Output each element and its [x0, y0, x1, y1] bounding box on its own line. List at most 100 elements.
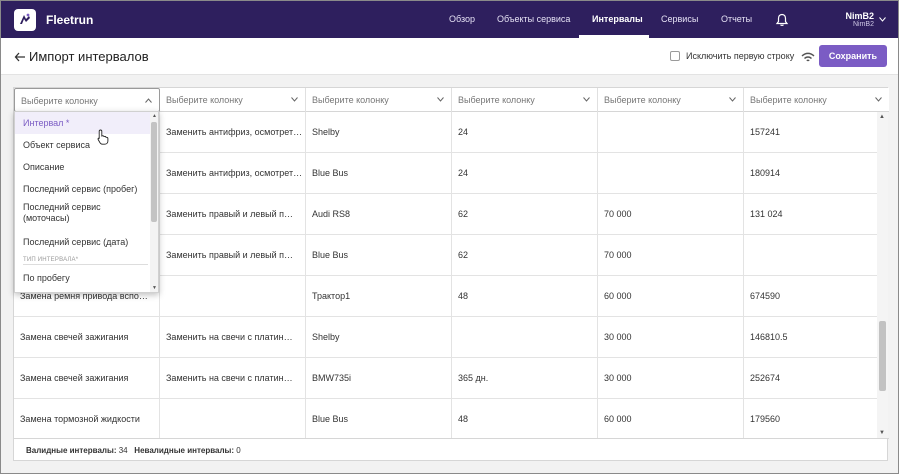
table-cell [598, 112, 744, 153]
chevron-down-icon [291, 97, 298, 102]
table-footer: Валидные интервалы: 34 Невалидные интерв… [14, 438, 889, 462]
table-cell: Shelby [306, 317, 452, 358]
table-row: Замена тормозных колодокЗаменить правый … [14, 194, 877, 235]
save-button[interactable]: Сохранить [819, 45, 887, 67]
chevron-down-icon [583, 97, 590, 102]
column-select-1[interactable]: Выберите колонку [14, 88, 160, 112]
user-menu-chevron-icon[interactable] [879, 17, 886, 22]
table-cell: Замена ремня привода вспо… [14, 276, 160, 317]
table-row: Замена свечей зажигания Заменить на свечи… [14, 358, 877, 399]
chevron-down-icon [729, 97, 736, 102]
table-cell: Заменить антифриз, осмотреть… [160, 112, 306, 153]
table-cell: 62 [452, 194, 598, 235]
table-cell: 674590 [750, 291, 781, 301]
exclude-first-row-checkbox[interactable] [670, 51, 680, 61]
user-name[interactable]: NimB2 [845, 11, 874, 21]
table-cell: 30 000 [598, 317, 744, 358]
table-cell: 365 дн. [452, 358, 598, 399]
table-cell: Заменить на свечи с платин… [160, 358, 306, 399]
nav-service-objects[interactable]: Объекты сервиса [497, 14, 571, 24]
column-select-6[interactable]: Выберите колонку [744, 88, 889, 112]
column-select-label: Выберите колонку [750, 95, 827, 105]
dropdown-scroll-down-icon[interactable]: ▼ [152, 285, 157, 291]
bell-icon[interactable] [775, 13, 789, 27]
scroll-up-icon[interactable]: ▲ [879, 114, 885, 120]
table-cell: Blue Bus [306, 153, 452, 194]
dropdown-scrollbar-thumb[interactable] [151, 122, 157, 222]
table-cell [160, 276, 306, 317]
nav-services[interactable]: Сервисы [661, 14, 699, 24]
fleetrun-logo-icon[interactable] [14, 9, 36, 31]
column-select-label: Выберите колонку [21, 96, 98, 106]
table-cell [598, 153, 744, 194]
table-row: Замена тормозной жидкости Blue Bus 48 60 00… [14, 399, 877, 438]
scrollbar-thumb[interactable] [879, 321, 886, 391]
nav-reports[interactable]: Отчеты [721, 14, 753, 24]
hand-pointer-icon [97, 129, 109, 145]
dropdown-scrollbar[interactable]: ▲ ▼ [150, 112, 158, 292]
dropdown-option-by-mileage[interactable]: По пробегу [23, 273, 70, 283]
active-nav-indicator [579, 35, 649, 38]
nav-intervals[interactable]: Интервалы [592, 14, 643, 24]
table-cell: Заменить на свечи с платин… [160, 317, 306, 358]
content-area: Выберите колонку Выберите колонку Выбери… [1, 75, 898, 473]
dropdown-option-interval[interactable]: Интервал * [15, 112, 150, 134]
table-cell [452, 317, 598, 358]
table-cell: 180914 [750, 168, 781, 178]
table-cell: Замена свечей зажигания [14, 358, 160, 399]
brand-name[interactable]: Fleetrun [46, 13, 94, 27]
table-row: Замена тормозных колодокЗаменить правый … [14, 235, 877, 276]
table-cell [744, 235, 877, 276]
page-title: Импорт интервалов [29, 49, 149, 64]
chevron-down-icon [437, 97, 444, 102]
dropdown-option-last-service-hours[interactable]: Последний сервис (моточасы) [23, 202, 101, 223]
page-header: Импорт интервалов Исключить первую строк… [1, 38, 898, 75]
column-select-label: Выберите колонку [458, 95, 535, 105]
table-cell: Замена тормозной жидкости [14, 399, 160, 438]
dropdown-option-service-object[interactable]: Объект сервиса [23, 140, 90, 150]
column-select-3[interactable]: Выберите колонку [306, 88, 452, 112]
dropdown-option-description[interactable]: Описание [23, 162, 65, 172]
table-cell: BMW735i [306, 358, 452, 399]
table-cell: 70 000 [598, 235, 744, 276]
table-cell: Заменить антифриз, осмотреть… [160, 153, 306, 194]
table-cell: Shelby [306, 112, 452, 153]
table-row: Замена ремня привода вспо… Трактор1 48 60 0… [14, 276, 877, 317]
scroll-down-icon[interactable]: ▼ [879, 430, 885, 436]
table-row: Замена антифризаЗаменить антифриз, осмот… [14, 112, 877, 153]
dropdown-option-last-service-mileage[interactable]: Последний сервис (пробег) [23, 184, 138, 194]
column-select-4[interactable]: Выберите колонку [452, 88, 598, 112]
connection-icon[interactable] [801, 51, 815, 63]
table-header-row: Выберите колонку Выберите колонку Выбери… [14, 88, 889, 112]
table-cell: 48 [452, 276, 598, 317]
column-select-label: Выберите колонку [604, 95, 681, 105]
table-cell: 48 [452, 399, 598, 438]
table-cell: Замена антифриза [14, 112, 160, 153]
table-cell: 60 000 [598, 276, 744, 317]
dropdown-scroll-up-icon[interactable]: ▲ [152, 113, 157, 119]
dropdown-section-label: ТИП ИНТЕРВАЛА* [23, 257, 79, 263]
dropdown-option-last-service-date[interactable]: Последний сервис (дата) [23, 237, 129, 247]
table-cell: Заменить правый и левый п… [160, 194, 306, 235]
back-arrow-icon[interactable] [14, 51, 26, 63]
chevron-down-icon [875, 97, 882, 102]
column-dropdown-menu: Интервал * Объект сервиса Описание После… [14, 111, 159, 293]
column-select-5[interactable]: Выберите колонку [598, 88, 744, 112]
table-cell: 30 000 [598, 358, 744, 399]
invalid-intervals-label: Невалидные интервалы: [134, 446, 235, 455]
column-select-2[interactable]: Выберите колонку [160, 88, 306, 112]
table-row: Замена антифризаЗаменить антифриз, осмот… [14, 153, 877, 194]
table-cell: 131 024 [750, 209, 783, 219]
table-cell: Заменить правый и левый п… [160, 235, 306, 276]
table-scrollbar[interactable]: ▲ ▼ [877, 112, 888, 438]
valid-intervals-label: Валидные интервалы: [26, 446, 117, 455]
table-cell: 179560 [750, 414, 781, 424]
dropdown-divider [23, 264, 148, 265]
table-cell: Замена свечей зажигания [14, 317, 160, 358]
table-cell: 24 [452, 153, 598, 194]
top-navbar: Fleetrun Обзор Объекты сервиса Интервалы… [1, 1, 898, 38]
exclude-first-row-label[interactable]: Исключить первую строку [686, 51, 795, 61]
nav-overview[interactable]: Обзор [449, 14, 475, 24]
table-row: Замена свечей зажигания Заменить на свечи… [14, 317, 877, 358]
table-cell: Замена тормозных колодок [14, 235, 160, 276]
